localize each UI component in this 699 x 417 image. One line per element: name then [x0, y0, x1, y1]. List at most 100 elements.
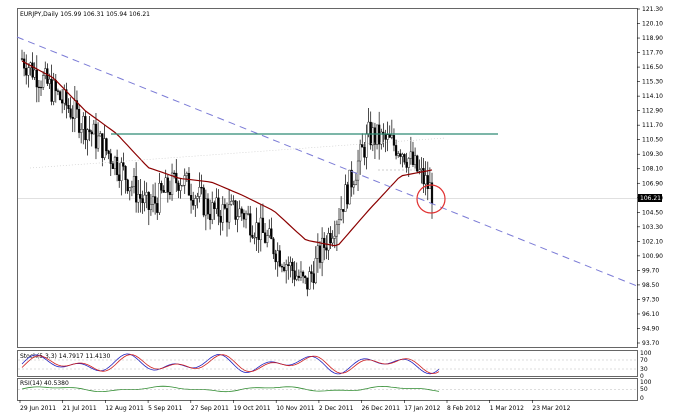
candle-body: [217, 197, 220, 217]
candle-body: [363, 146, 366, 158]
price-tick-label: 100.90: [642, 253, 663, 260]
candle-body: [122, 162, 125, 167]
candle-body: [63, 89, 66, 104]
candle-body: [65, 89, 68, 106]
candle-body: [375, 124, 379, 145]
candle-body: [359, 144, 362, 162]
candle-body: [310, 271, 313, 274]
candle-body: [149, 204, 153, 210]
candle-body: [90, 131, 93, 135]
candle-body: [373, 127, 377, 145]
candle-body: [177, 182, 180, 191]
candle-body: [94, 123, 98, 149]
candle-body: [86, 129, 89, 141]
candle-body: [25, 68, 28, 76]
candle-body: [179, 185, 182, 191]
time-tick-label: 2 Dec 2011: [319, 405, 354, 412]
candle-body: [50, 78, 53, 102]
candle-body: [405, 161, 408, 168]
candle-body: [240, 208, 243, 214]
candle-body: [416, 155, 419, 172]
candle-body: [308, 271, 311, 290]
candle-body: [333, 235, 336, 239]
candle-body: [257, 222, 260, 240]
candle-body: [344, 184, 347, 212]
price-tick-label: 118.90: [642, 35, 663, 42]
candle-body: [46, 68, 49, 84]
candle-body: [403, 154, 406, 163]
candle-body: [259, 217, 262, 240]
candle-body: [173, 172, 176, 174]
candle-body: [82, 116, 85, 130]
candle-body: [145, 192, 148, 196]
stoch-title: Stoch(5,3,3) 14.7917 11.4130: [20, 353, 111, 360]
candle-body: [293, 270, 296, 280]
candle-body: [268, 228, 271, 236]
candle-body: [44, 68, 47, 76]
candle-body: [263, 232, 267, 243]
candle-body: [143, 194, 146, 204]
candle-body: [251, 234, 254, 238]
candle-body: [249, 213, 252, 236]
candle-body: [170, 172, 174, 195]
candle-body: [367, 121, 370, 134]
candle-body: [109, 153, 112, 164]
candle-body: [35, 69, 38, 88]
candle-body: [124, 166, 127, 181]
price-tick-label: 110.50: [642, 137, 663, 144]
price-tick-label: 94.90: [642, 325, 659, 332]
candle-body: [348, 169, 351, 205]
candle-body: [141, 198, 144, 204]
candle-body: [399, 153, 402, 157]
candle-body: [147, 192, 150, 210]
candle-body: [270, 228, 273, 240]
candle-body: [304, 275, 307, 279]
time-tick-label: 17 Jan 2012: [404, 405, 440, 412]
candle-body: [135, 176, 138, 203]
price-tick-label: 104.50: [642, 209, 663, 216]
candle-body: [120, 162, 123, 181]
candle-body: [230, 201, 233, 205]
candle-body: [154, 196, 157, 204]
candle-body: [160, 183, 163, 191]
candle-body: [361, 144, 364, 148]
stoch-signal-line: [21, 354, 440, 374]
candle-body: [325, 247, 328, 251]
price-tick-label: 115.30: [642, 79, 663, 86]
candle-body: [354, 179, 358, 185]
candle-body: [430, 182, 434, 204]
candle-body: [96, 135, 100, 149]
candle-body: [185, 173, 188, 176]
stoch-panel-frame: [17, 350, 638, 377]
candle-body: [238, 208, 241, 217]
price-tick-label: 102.10: [642, 238, 663, 245]
candle-body: [390, 135, 393, 138]
candle-body: [20, 58, 24, 60]
highlight-circle: [416, 184, 446, 214]
candle-body: [253, 237, 256, 239]
candle-body: [422, 168, 425, 185]
time-tick-label: 29 Jun 2011: [20, 405, 56, 412]
candle-body: [208, 213, 212, 220]
rsi-tick-0: 0: [640, 395, 644, 402]
candle-body: [272, 238, 275, 255]
candle-body: [139, 194, 142, 199]
candlesticks: [20, 49, 434, 297]
candle-body: [37, 86, 41, 89]
price-tick-label: 109.30: [642, 151, 663, 158]
candle-body: [211, 202, 214, 220]
price-tick-label: 106.90: [642, 180, 663, 187]
rsi-tick-50: 50: [640, 386, 648, 393]
candle-body: [232, 200, 235, 202]
candle-body: [228, 204, 231, 223]
candle-body: [213, 202, 216, 209]
price-tick-label: 111.70: [642, 122, 663, 129]
candle-body: [84, 116, 87, 141]
candle-body: [113, 156, 117, 169]
candle-body: [331, 238, 334, 244]
candle-body: [337, 219, 341, 225]
candle-body: [200, 187, 203, 189]
candle-body: [261, 217, 265, 233]
candle-body: [71, 117, 74, 119]
candle-body: [247, 213, 250, 215]
